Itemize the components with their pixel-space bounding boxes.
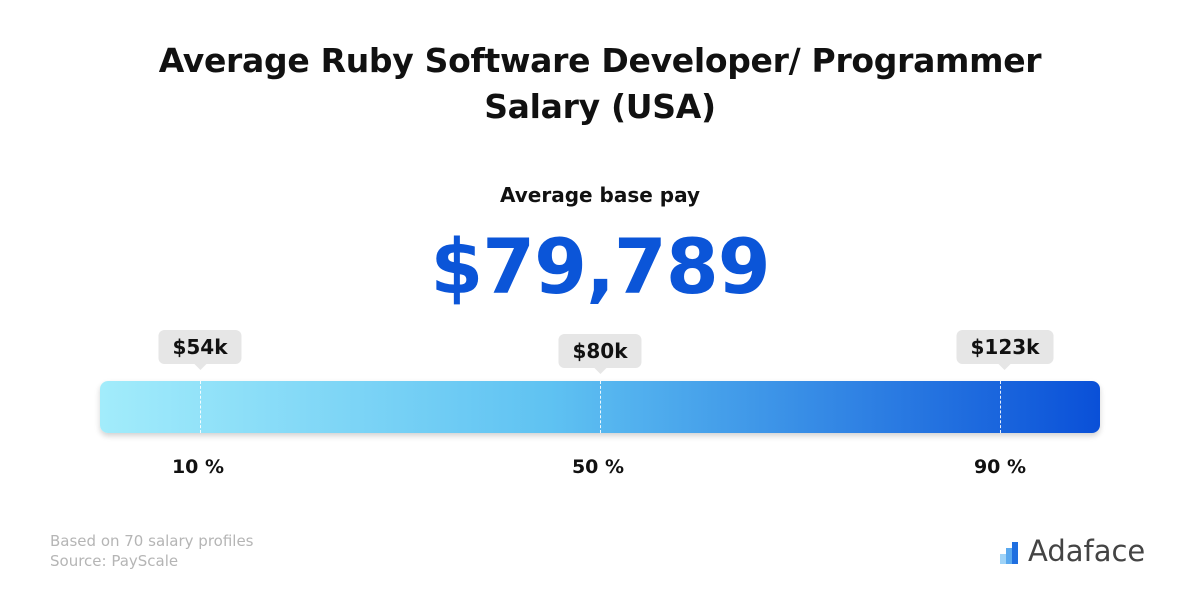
- title: Average Ruby Software Developer/ Program…: [158, 41, 1042, 126]
- percentile-label: 90 %: [973, 456, 1027, 478]
- subtitle: Average base pay: [499, 183, 701, 207]
- marker-value: $54k: [158, 330, 242, 370]
- marker-line: [200, 381, 201, 433]
- brand: Adaface: [1000, 534, 1145, 568]
- marker-line: [600, 381, 601, 433]
- footer: Based on 70 salary profiles Source: PayS…: [50, 531, 254, 571]
- footer-profiles: Based on 70 salary profiles: [50, 532, 254, 550]
- marker-value: $123k: [956, 330, 1054, 370]
- average-amount: $79,789: [430, 222, 770, 311]
- percentile-label: 50 %: [571, 456, 625, 478]
- marker-value: $80k: [558, 334, 642, 374]
- footer-source: Source: PayScale: [50, 552, 179, 570]
- salary-bar: [100, 381, 1100, 433]
- marker-line: [1000, 381, 1001, 433]
- brand-name: Adaface: [1028, 534, 1146, 568]
- brand-logo: [1000, 542, 1018, 564]
- percentile-label: 10 %: [171, 456, 225, 478]
